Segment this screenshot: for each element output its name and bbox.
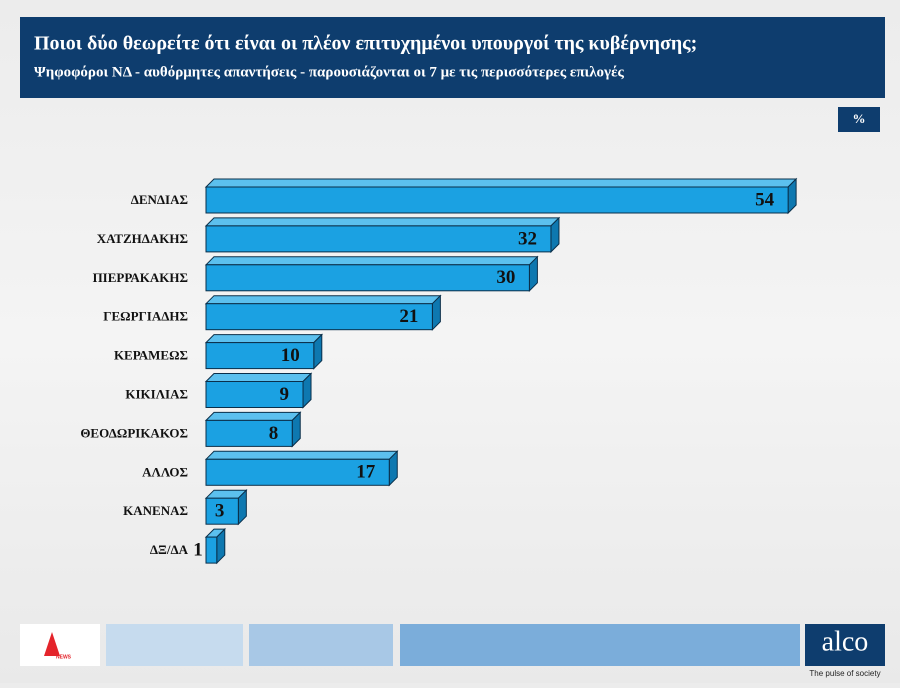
category-label: ΘΕΟΔΩΡΙΚΑΚΟΣ: [80, 425, 188, 440]
bar-top: [204, 256, 539, 266]
bar-top: [204, 411, 302, 421]
bar: [205, 264, 530, 292]
footer-strip: [106, 624, 243, 666]
header-box: [20, 17, 885, 98]
bar: [205, 419, 293, 447]
brand: alco: [822, 626, 869, 657]
category-label: ΧΑΤΖΗΔΑΚΗΣ: [97, 231, 188, 246]
value-label: 9: [280, 384, 290, 405]
bar: [205, 458, 390, 486]
logo-icon: [44, 632, 60, 656]
value-label: 10: [281, 345, 300, 366]
bar-top: [204, 373, 313, 382]
unit-box: [838, 107, 880, 132]
logo-text: NEWS: [56, 654, 72, 660]
value-label: 3: [215, 501, 225, 522]
bar: [205, 536, 218, 564]
footer-strip: [400, 624, 800, 666]
unit-label: %: [853, 111, 866, 126]
bar: [205, 225, 552, 253]
chart-subtitle: Ψηφοφόροι ΝΔ - αυθόρμητες απαντήσεις - π…: [34, 64, 624, 80]
bar: [205, 186, 789, 214]
value-label: 32: [518, 228, 537, 249]
category-label: ΔΕΝΔΙΑΣ: [131, 192, 188, 207]
bar: [205, 381, 304, 408]
value-label: 8: [269, 423, 279, 444]
bars: 54 ΔΕΝΔΙΑΣ 32 ΧΑΤΖΗΔΑΚΗΣ 30 ΠΙΕΡΡΑΚΑΚΗΣ 21 ΓΕΩΡ…: [80, 177, 798, 565]
category-label: ΚΑΝΕΝΑΣ: [123, 503, 188, 518]
value-label: 30: [496, 267, 515, 288]
category-label: ΚΙΚΙΛΙΑΣ: [125, 386, 188, 401]
value-label: 21: [399, 306, 418, 327]
footer-strip: [249, 624, 393, 666]
bar-top: [204, 217, 561, 227]
bar: [205, 497, 239, 525]
value-label: 17: [356, 462, 376, 483]
category-label: ΚΕΡΑΜΕΩΣ: [114, 348, 188, 363]
category-label: ΔΞ/ΔΑ: [150, 542, 189, 557]
chart-title: Ποιοι δύο θεωρείτε ότι είναι οι πλέον επ…: [34, 33, 697, 55]
bar-top: [204, 178, 798, 188]
brand-box: [805, 624, 885, 666]
bar-top: [204, 334, 324, 344]
logo-box: [20, 624, 100, 666]
category-label: ΠΙΕΡΡΑΚΑΚΗΣ: [93, 270, 188, 285]
value-label: 54: [755, 189, 775, 210]
value-label: 1: [193, 539, 203, 560]
category-label: ΑΛΛΟΣ: [142, 464, 188, 479]
bar: [205, 303, 433, 331]
bar-top: [204, 450, 399, 460]
tagline: The pulse of society: [809, 669, 880, 678]
bar-top: [204, 295, 442, 305]
category-label: ΓΕΩΡΓΙΑΔΗΣ: [103, 309, 188, 324]
bar: [205, 342, 315, 370]
